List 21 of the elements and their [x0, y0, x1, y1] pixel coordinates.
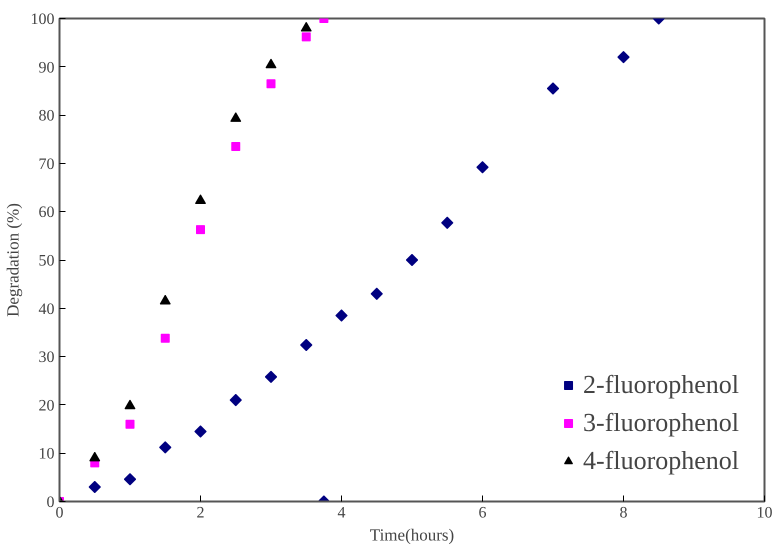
x-tick-label: 2	[196, 504, 204, 522]
y-tick-label: 50	[38, 252, 54, 270]
y-tick-label: 100	[30, 11, 54, 28]
x-axis-title: Time(hours)	[370, 526, 454, 544]
x-tick-label: 10	[756, 504, 772, 522]
y-tick-label: 80	[38, 108, 54, 125]
y-tick-label: 70	[38, 156, 54, 173]
legend-label: 3-fluorophenol	[583, 408, 739, 438]
y-tick-label: 10	[38, 446, 54, 463]
y-tick-label: 30	[38, 349, 54, 366]
x-tick-label: 8	[620, 504, 628, 522]
legend-label: 2-fluorophenol	[583, 370, 739, 400]
y-tick-label: 40	[38, 300, 54, 318]
y-axis-title: Degradation (%)	[4, 203, 22, 317]
legend-label: 4-fluorophenol	[583, 446, 739, 476]
y-tick-label: 0	[46, 494, 54, 511]
y-tick-label: 20	[38, 397, 54, 414]
y-tick-label: 60	[38, 204, 54, 222]
x-tick-label: 6	[478, 504, 486, 522]
y-tick-label: 90	[38, 59, 54, 76]
x-tick-label: 4	[338, 504, 346, 522]
